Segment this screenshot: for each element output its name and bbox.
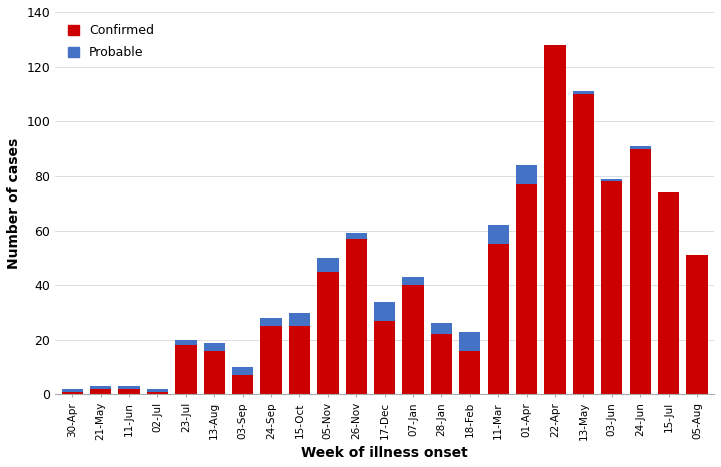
Bar xyxy=(572,94,594,395)
Bar xyxy=(374,321,395,395)
Bar xyxy=(402,277,424,285)
Bar xyxy=(402,285,424,395)
Bar xyxy=(345,234,367,239)
Bar xyxy=(629,146,651,149)
Bar xyxy=(232,367,253,375)
Bar xyxy=(61,389,83,392)
Bar xyxy=(147,389,168,392)
Bar xyxy=(317,271,338,395)
Bar xyxy=(118,386,140,389)
Legend: Confirmed, Probable: Confirmed, Probable xyxy=(61,18,160,65)
Bar xyxy=(544,45,566,395)
Bar xyxy=(487,225,509,244)
Bar xyxy=(516,165,537,184)
Bar xyxy=(260,318,282,326)
Bar xyxy=(516,184,537,395)
Bar xyxy=(317,258,338,271)
Bar xyxy=(459,351,480,395)
Bar xyxy=(601,178,622,181)
Bar xyxy=(118,389,140,395)
Bar xyxy=(430,334,452,395)
Bar xyxy=(90,386,111,389)
Bar xyxy=(629,149,651,395)
Bar xyxy=(459,332,480,351)
Bar xyxy=(289,312,310,326)
Bar xyxy=(658,192,679,395)
Bar xyxy=(430,324,452,334)
Bar xyxy=(175,340,197,345)
Bar xyxy=(601,181,622,395)
Bar xyxy=(203,343,225,351)
Bar xyxy=(90,389,111,395)
Bar xyxy=(260,326,282,395)
Bar xyxy=(487,244,509,395)
X-axis label: Week of illness onset: Week of illness onset xyxy=(301,446,468,460)
Bar xyxy=(203,351,225,395)
Bar xyxy=(175,345,197,395)
Bar xyxy=(686,255,708,395)
Y-axis label: Number of cases: Number of cases xyxy=(7,138,21,269)
Bar xyxy=(374,302,395,321)
Bar xyxy=(289,326,310,395)
Bar xyxy=(147,392,168,395)
Bar xyxy=(232,375,253,395)
Bar xyxy=(345,239,367,395)
Bar xyxy=(572,91,594,94)
Bar xyxy=(61,392,83,395)
